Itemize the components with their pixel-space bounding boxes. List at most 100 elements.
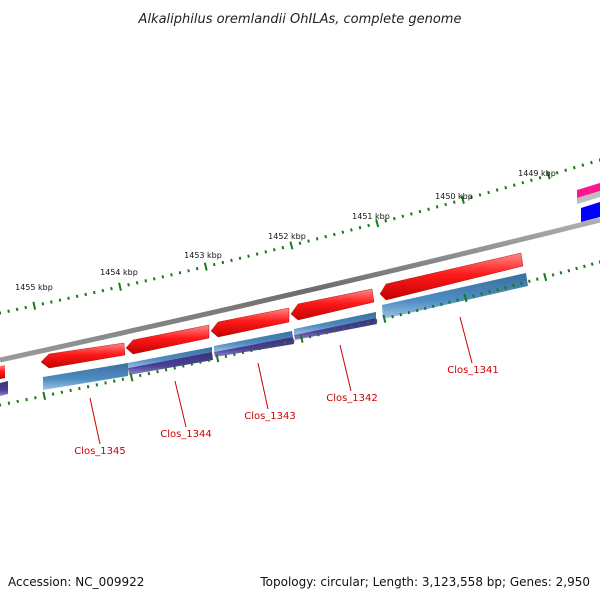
inner-ring-minor-tick	[156, 370, 159, 374]
gene-arrow-clos-1341	[379, 252, 524, 301]
gene-label-clos-1343: Clos_1343	[244, 411, 296, 422]
gene-arrow-clos-1345	[40, 342, 126, 369]
inner-ring-minor-tick	[358, 323, 362, 327]
leader-clos-1341	[459, 316, 473, 364]
inner-ring-minor-tick	[535, 277, 539, 281]
inner-ring-minor-tick	[60, 390, 64, 394]
outer-ring-minor-tick	[572, 165, 576, 170]
outer-ring-minor-tick	[247, 254, 250, 258]
outer-ring-minor-tick	[187, 269, 190, 273]
cog-bar-clos-1341	[382, 273, 528, 319]
outer-ring-minor-tick	[255, 252, 259, 256]
outer-ring-major-tick	[118, 282, 122, 291]
outer-ring-minor-tick	[581, 163, 585, 167]
inner-ring-minor-tick	[317, 333, 320, 337]
outer-ring-minor-tick	[452, 200, 456, 204]
gene-arrow-edge-gray	[577, 191, 600, 204]
outer-ring-minor-tick	[487, 190, 490, 195]
cog-bars	[43, 273, 528, 390]
cog-bar-clos-1344-purple	[128, 352, 213, 375]
outer-ring-minor-tick	[212, 262, 216, 267]
tick-label-1449: 1449 kbp	[518, 169, 556, 178]
tick-label-1451: 1451 kbp	[352, 212, 390, 221]
outer-ring-minor-tick	[264, 250, 268, 254]
cog-bar-clos-1342-purple	[294, 318, 377, 340]
inner-ring-minor-tick	[341, 327, 345, 331]
inner-ring-minor-tick	[51, 392, 55, 396]
inner-ring-major-tick	[129, 373, 134, 382]
outer-ring-minor-tick	[238, 256, 242, 260]
outer-ring-minor-tick	[427, 207, 430, 211]
leader-clos-1342	[339, 344, 352, 392]
inner-ring-minor-tick	[190, 362, 194, 366]
outer-ring-minor-tick	[161, 275, 165, 279]
inner-ring-minor-tick	[448, 300, 451, 304]
cog-bar-clos-1342-blue	[294, 312, 376, 335]
outer-ring-minor-tick	[350, 228, 353, 232]
outer-ring-minor-tick	[135, 281, 139, 285]
outer-ring-minor-tick	[590, 160, 593, 165]
gene-arrow-clos-1344	[125, 324, 210, 355]
inner-ring-minor-tick	[520, 281, 523, 286]
outer-ring-minor-tick	[478, 193, 482, 197]
inner-ring-minor-tick	[69, 388, 72, 393]
outer-ring-major-tick	[460, 195, 465, 204]
outer-ring-minor-tick	[392, 216, 396, 221]
outer-ring-minor-tick	[298, 241, 302, 245]
outer-ring-minor-tick	[555, 171, 559, 175]
outer-ring-minor-tick	[324, 234, 328, 239]
outer-ring-minor-tick	[470, 195, 473, 200]
outer-ring-minor-tick	[307, 239, 310, 243]
inner-ring-minor-tick	[241, 350, 245, 355]
inner-ring-minor-tick	[224, 354, 228, 359]
inner-ring-minor-tick	[350, 325, 353, 329]
inner-ring-major-tick	[543, 272, 548, 282]
gene-arrows	[40, 252, 524, 369]
inner-ring-minor-tick	[138, 373, 142, 378]
edge-features-left	[0, 365, 8, 396]
inner-ring-minor-tick	[164, 368, 168, 372]
outer-ring-minor-tick	[401, 214, 405, 218]
outer-ring-minor-tick	[75, 294, 79, 299]
outer-ring-minor-tick	[418, 209, 422, 214]
inner-ring-minor-tick	[528, 279, 531, 283]
outer-ring-minor-tick	[41, 302, 45, 306]
inner-ring-minor-tick	[333, 329, 337, 333]
inner-tick-ring	[0, 260, 600, 407]
outer-ring-minor-tick	[358, 225, 362, 230]
gene-arrow-clos-1343	[210, 307, 290, 338]
outer-ring-minor-tick	[144, 279, 148, 283]
inner-ring-major-tick	[382, 314, 387, 323]
inner-ring-minor-tick	[181, 364, 185, 368]
inner-ring-major-tick	[463, 293, 468, 303]
tick-label-1455: 1455 kbp	[15, 283, 53, 292]
map-title: Alkaliphilus oremlandii OhILAs, complete…	[138, 12, 462, 27]
inner-ring-minor-tick	[121, 377, 125, 381]
outer-ring-minor-tick	[93, 290, 96, 295]
inner-ring-minor-tick	[104, 381, 107, 385]
edge-features-right	[577, 183, 600, 222]
outer-ring-minor-tick	[195, 266, 199, 271]
inner-ring-minor-tick	[590, 262, 594, 266]
gene-arrow-clos-1342	[290, 288, 375, 321]
leader-clos-1344	[174, 380, 187, 428]
outer-ring-minor-tick	[530, 178, 533, 182]
outer-ring-minor-tick	[101, 288, 105, 293]
accession-text: Accession: NC_009922	[8, 575, 144, 589]
outer-tick-ring	[0, 158, 600, 315]
genome-backbone	[0, 217, 600, 363]
outer-ring-minor-tick	[384, 219, 388, 223]
outer-ring-minor-tick	[341, 230, 345, 234]
gene-label-clos-1345: Clos_1345	[74, 446, 126, 457]
inner-ring-minor-tick	[233, 352, 236, 357]
outer-ring-minor-tick	[152, 277, 156, 281]
inner-ring-minor-tick	[399, 312, 403, 317]
tick-label-1453: 1453 kbp	[184, 251, 222, 260]
inner-ring-minor-tick	[95, 383, 99, 387]
inner-ring-minor-tick	[366, 321, 370, 325]
outer-ring-minor-tick	[410, 212, 413, 216]
inner-ring-minor-tick	[78, 386, 81, 391]
inner-ring-minor-tick	[472, 294, 475, 298]
inner-ring-minor-tick	[567, 268, 571, 273]
outer-ring-major-tick	[375, 219, 380, 228]
